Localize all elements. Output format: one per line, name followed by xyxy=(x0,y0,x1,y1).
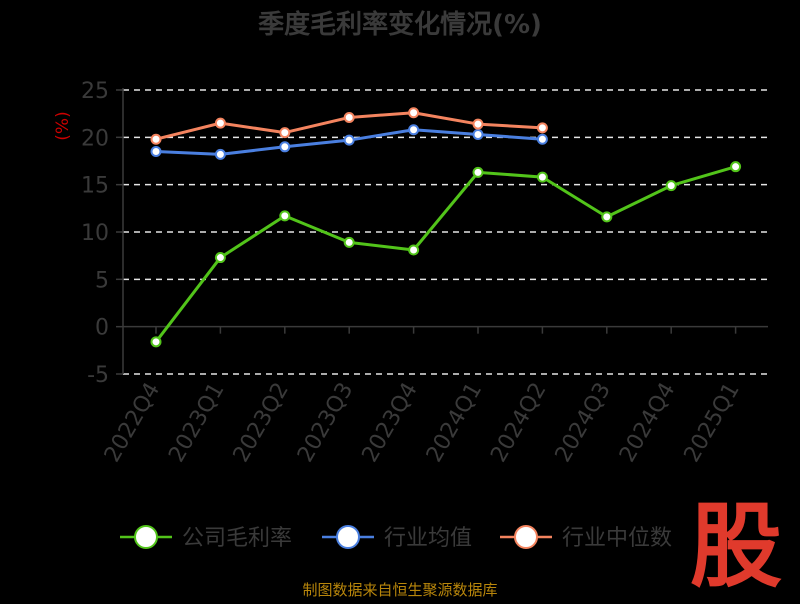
legend-label: 行业中位数 xyxy=(562,526,672,551)
series-3 xyxy=(150,107,548,145)
data-point[interactable] xyxy=(472,166,484,178)
y-tick-label: 25 xyxy=(81,79,109,104)
data-point[interactable] xyxy=(536,171,548,183)
y-tick-label: 10 xyxy=(81,221,109,246)
x-tick-label: 2024Q1 xyxy=(422,379,487,467)
x-tick-label: 2022Q4 xyxy=(100,379,165,467)
data-point[interactable] xyxy=(601,211,613,223)
data-point[interactable] xyxy=(343,236,355,248)
x-tick-label: 2023Q4 xyxy=(357,379,422,467)
series-lines xyxy=(150,107,742,348)
data-point[interactable] xyxy=(536,133,548,145)
data-point[interactable] xyxy=(536,122,548,134)
legend-marker xyxy=(134,525,158,549)
data-point[interactable] xyxy=(150,133,162,145)
legend-label: 公司毛利率 xyxy=(182,526,292,551)
y-tick-label: 20 xyxy=(81,126,109,151)
y-tick-label: -5 xyxy=(87,363,109,388)
data-point[interactable] xyxy=(408,244,420,256)
legend: 公司毛利率 行业均值 行业中位数 xyxy=(120,525,672,551)
data-point[interactable] xyxy=(279,127,291,139)
x-tick-label: 2023Q3 xyxy=(293,379,358,467)
brand-logo: 股 xyxy=(690,493,782,600)
x-tick-label: 2024Q4 xyxy=(615,379,680,467)
y-tick-labels: -5 0 5 10 15 20 25 xyxy=(81,79,123,388)
x-tick-label: 2023Q1 xyxy=(164,379,229,467)
series-1 xyxy=(150,161,742,348)
data-point[interactable] xyxy=(214,148,226,160)
x-tick-label: 2023Q2 xyxy=(229,379,294,467)
y-tick-label: 0 xyxy=(95,316,109,341)
legend-item[interactable]: 公司毛利率 xyxy=(120,525,292,551)
x-tick-labels: 2022Q4 2023Q1 2023Q2 2023Q3 2023Q4 2024Q1 2024… xyxy=(100,326,745,467)
legend-item[interactable]: 行业均值 xyxy=(322,525,472,551)
data-point[interactable] xyxy=(214,252,226,264)
data-point[interactable] xyxy=(472,128,484,140)
data-point[interactable] xyxy=(150,146,162,158)
data-point[interactable] xyxy=(279,210,291,222)
y-tick-label: 5 xyxy=(95,268,109,293)
series-line xyxy=(154,165,737,343)
x-tick-label: 2024Q3 xyxy=(551,379,616,467)
y-axis-label: (%) xyxy=(53,111,73,140)
series-2 xyxy=(150,124,548,160)
data-point[interactable] xyxy=(472,118,484,130)
data-point[interactable] xyxy=(408,124,420,136)
data-point[interactable] xyxy=(279,141,291,153)
x-tick-label: 2024Q2 xyxy=(486,379,551,467)
x-tick-label: 2025Q1 xyxy=(679,379,744,467)
legend-marker xyxy=(336,525,360,549)
chart-title: 季度毛利率变化情况(%) xyxy=(258,9,542,40)
legend-item[interactable]: 行业中位数 xyxy=(500,525,672,551)
legend-marker xyxy=(514,525,538,549)
source-note: 制图数据来自恒生聚源数据库 xyxy=(302,581,497,599)
data-point[interactable] xyxy=(408,107,420,119)
data-point[interactable] xyxy=(343,111,355,123)
data-point[interactable] xyxy=(214,117,226,129)
data-point[interactable] xyxy=(665,180,677,192)
legend-label: 行业均值 xyxy=(384,526,472,551)
data-point[interactable] xyxy=(150,336,162,348)
data-point[interactable] xyxy=(343,134,355,146)
data-point[interactable] xyxy=(730,161,742,173)
gridlines xyxy=(123,89,768,375)
y-tick-label: 15 xyxy=(81,174,109,199)
